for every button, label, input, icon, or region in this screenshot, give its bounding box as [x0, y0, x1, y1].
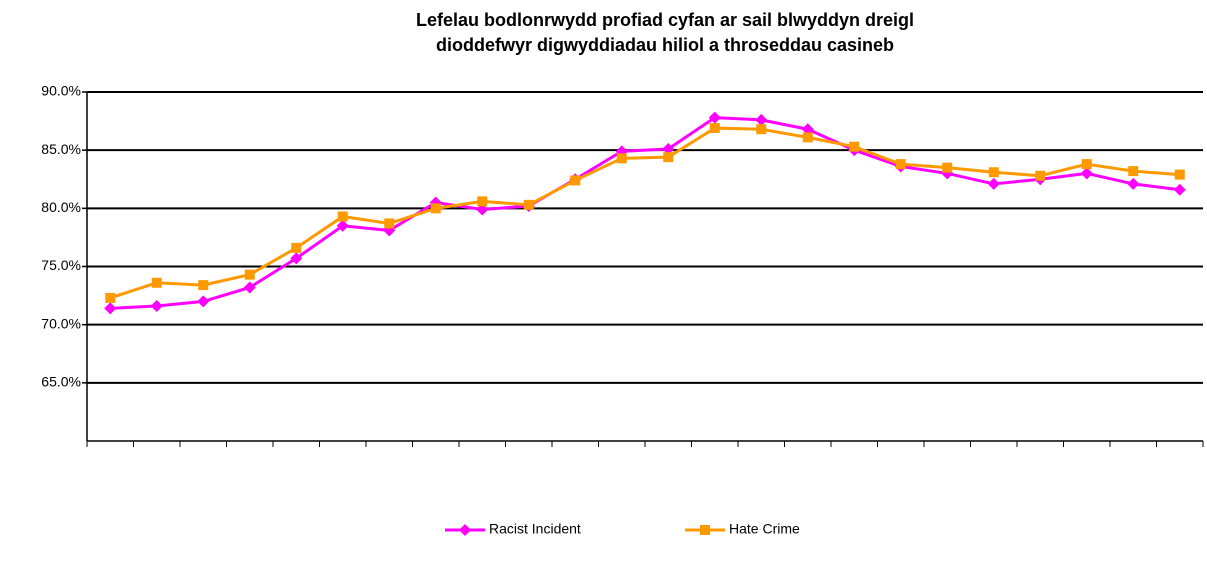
data-point — [105, 292, 116, 303]
data-point — [244, 269, 255, 280]
data-point — [1081, 159, 1092, 170]
series-line — [109, 126, 1180, 300]
legend-label: Hate Crime — [729, 521, 800, 537]
data-point — [1173, 183, 1186, 196]
data-point — [384, 218, 395, 229]
data-point — [1080, 167, 1093, 180]
data-point — [291, 242, 302, 253]
data-point — [988, 167, 999, 178]
y-tick-label: 70.0% — [41, 315, 81, 331]
data-point — [849, 141, 860, 152]
legend-label: Racist Incident — [489, 521, 581, 537]
data-point — [1035, 170, 1046, 181]
y-tick-label: 90.0% — [41, 83, 81, 99]
y-tick-label: 65.0% — [41, 374, 81, 390]
data-point — [337, 211, 348, 222]
data-point — [942, 162, 953, 173]
data-point — [708, 111, 721, 124]
y-tick-label: 75.0% — [41, 257, 81, 273]
data-point — [290, 252, 303, 265]
chart-title: dioddefwyr digwyddiadau hiliol a throsed… — [436, 35, 894, 55]
legend-marker — [700, 525, 710, 535]
data-point — [663, 152, 674, 163]
data-point — [1127, 177, 1140, 190]
data-point — [756, 124, 767, 135]
data-point — [151, 277, 162, 288]
chart-title: Lefelau bodlonrwydd profiad cyfan ar sai… — [416, 10, 914, 30]
data-point — [150, 300, 163, 313]
data-point — [755, 113, 768, 126]
data-point — [802, 132, 813, 143]
data-point — [895, 159, 906, 170]
data-point — [570, 175, 581, 186]
data-point — [336, 219, 349, 232]
data-point — [801, 123, 814, 136]
data-point — [987, 177, 1000, 190]
legend-marker — [459, 524, 471, 536]
data-point — [430, 203, 441, 214]
data-point — [243, 281, 256, 294]
data-point — [477, 196, 488, 207]
data-point — [104, 302, 117, 315]
data-point — [709, 123, 720, 134]
data-point — [198, 280, 209, 291]
y-tick-label: 85.0% — [41, 141, 81, 157]
y-tick-label: 80.0% — [41, 199, 81, 215]
data-point — [197, 295, 210, 308]
series-line — [110, 116, 1180, 310]
data-point — [662, 143, 675, 156]
data-point — [476, 203, 489, 216]
data-point — [616, 153, 627, 164]
data-point — [523, 199, 534, 210]
data-point — [1174, 169, 1185, 180]
data-point — [1128, 166, 1139, 177]
